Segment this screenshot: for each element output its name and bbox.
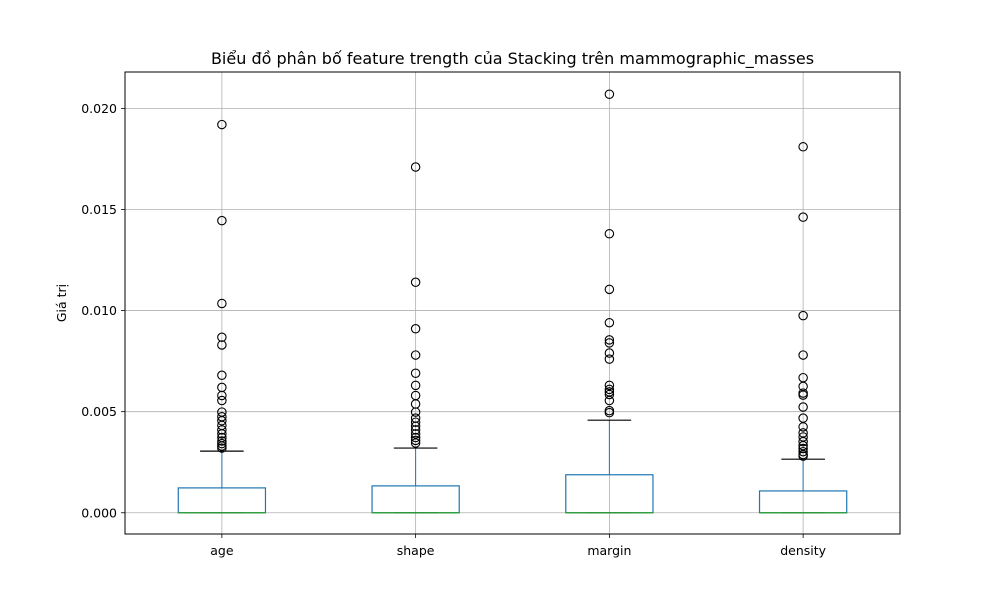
outlier-point: [410, 162, 421, 172]
x-tick-label: shape: [397, 543, 435, 558]
outlier-point: [217, 425, 227, 435]
outlier-point: [410, 368, 421, 379]
outlier-point: [217, 298, 227, 309]
y-tick-label: 0.000: [81, 505, 117, 520]
outlier-point: [798, 310, 808, 321]
plot-frame: [124, 71, 901, 535]
outlier-point: [410, 380, 421, 391]
outlier-point: [410, 407, 421, 417]
outlier-point: [217, 119, 227, 130]
y-axis-label: Giá trị: [54, 284, 69, 322]
outlier-point: [604, 89, 615, 99]
outlier-point: [217, 438, 227, 449]
outlier-point: [217, 429, 227, 439]
box-group-shape: [371, 162, 460, 514]
outlier-point: [604, 354, 615, 364]
outlier-point: [604, 335, 615, 345]
box-series: [177, 89, 848, 514]
outlier-point: [604, 380, 615, 391]
outlier-point: [217, 340, 227, 350]
outlier-point: [798, 142, 808, 152]
outlier-point: [798, 350, 808, 360]
outlier-point: [217, 390, 227, 401]
x-tick-label: density: [780, 543, 826, 558]
outlier-point: [410, 417, 421, 427]
outlier-point: [410, 421, 421, 431]
outlier-point: [410, 435, 421, 446]
y-tick-label: 0.015: [81, 202, 117, 217]
box-group-density: [758, 142, 848, 514]
outlier-point: [217, 443, 227, 453]
outlier-point: [604, 384, 615, 395]
outlier-point: [798, 443, 808, 454]
outlier-point: [410, 350, 421, 360]
outlier-point: [604, 348, 615, 358]
chart-title: Biểu đồ phân bố feature trength của Stac…: [211, 49, 814, 69]
outlier-point: [410, 324, 421, 334]
grid-lines: [125, 72, 900, 534]
outlier-point: [410, 429, 421, 439]
outlier-point: [217, 215, 227, 226]
outlier-point: [410, 432, 421, 443]
axis-ticks: 0.000 0.005 0.010 0.015 0.020 age shape margin d…: [81, 101, 826, 558]
x-tick-label: age: [210, 543, 234, 558]
y-tick-label: 0.005: [81, 404, 117, 419]
outlier-point: [798, 422, 808, 432]
box-group-margin: [565, 89, 654, 514]
outlier-point: [410, 438, 421, 448]
outlier-point: [798, 390, 808, 400]
outlier-point: [604, 284, 615, 295]
outlier-point: [217, 395, 227, 406]
outlier-point: [410, 277, 421, 288]
outlier-point: [217, 416, 227, 426]
outlier-point: [798, 436, 808, 447]
outlier-point: [217, 370, 227, 381]
outlier-point: [604, 317, 615, 328]
outlier-point: [604, 407, 615, 418]
y-tick-label: 0.010: [81, 303, 117, 318]
outlier-point: [604, 229, 615, 239]
outlier-point: [798, 451, 808, 461]
outlier-point: [410, 425, 421, 435]
outlier-point: [217, 436, 227, 446]
x-tick-label: margin: [587, 543, 631, 558]
outlier-point: [798, 212, 808, 222]
box-group-age: [177, 119, 267, 514]
outlier-point: [217, 332, 227, 343]
outlier-point: [798, 446, 808, 457]
outlier-point: [604, 389, 615, 400]
outlier-point: [604, 395, 615, 406]
y-tick-label: 0.020: [81, 101, 117, 116]
outlier-point: [604, 338, 615, 348]
outlier-point: [798, 402, 808, 412]
